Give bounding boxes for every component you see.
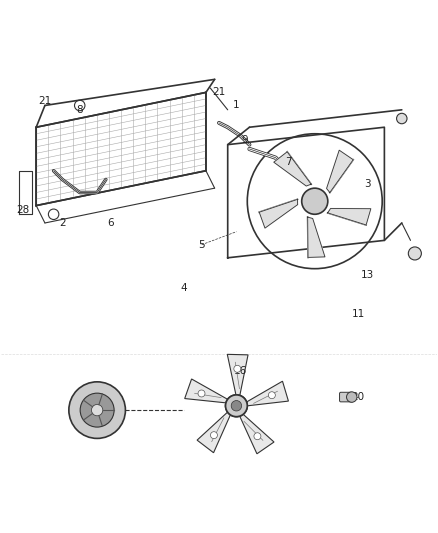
- Text: 13: 13: [360, 270, 374, 280]
- Text: 3: 3: [364, 179, 370, 189]
- Circle shape: [198, 390, 205, 397]
- Circle shape: [268, 392, 276, 399]
- Circle shape: [92, 405, 103, 416]
- Text: 11: 11: [352, 309, 365, 319]
- Text: 21: 21: [212, 87, 226, 98]
- Text: 21: 21: [38, 96, 52, 106]
- Polygon shape: [327, 150, 353, 192]
- Circle shape: [346, 392, 357, 402]
- Circle shape: [254, 433, 261, 440]
- FancyBboxPatch shape: [339, 392, 353, 402]
- Circle shape: [226, 395, 247, 417]
- Polygon shape: [328, 208, 371, 225]
- Text: 16: 16: [234, 366, 247, 376]
- Circle shape: [302, 188, 328, 214]
- Polygon shape: [307, 217, 325, 257]
- Polygon shape: [227, 354, 248, 398]
- Text: 19: 19: [91, 401, 104, 411]
- Polygon shape: [185, 379, 230, 403]
- Text: 28: 28: [17, 205, 30, 215]
- Text: 5: 5: [198, 240, 205, 250]
- Text: 4: 4: [181, 283, 187, 293]
- Polygon shape: [259, 199, 298, 228]
- Circle shape: [226, 395, 247, 417]
- Text: 7: 7: [285, 157, 292, 167]
- Polygon shape: [239, 413, 274, 454]
- Text: 6: 6: [107, 218, 113, 228]
- Circle shape: [80, 393, 114, 427]
- Circle shape: [396, 114, 407, 124]
- Circle shape: [231, 400, 242, 411]
- Text: 2: 2: [59, 218, 66, 228]
- Text: 8: 8: [76, 105, 83, 115]
- Text: 1: 1: [233, 100, 240, 110]
- Text: 20: 20: [352, 392, 365, 402]
- Polygon shape: [274, 152, 311, 186]
- Polygon shape: [197, 410, 231, 453]
- Circle shape: [210, 432, 217, 439]
- Circle shape: [69, 382, 125, 439]
- Polygon shape: [245, 381, 289, 406]
- Circle shape: [234, 365, 241, 372]
- Circle shape: [408, 247, 421, 260]
- Text: 9: 9: [242, 135, 248, 146]
